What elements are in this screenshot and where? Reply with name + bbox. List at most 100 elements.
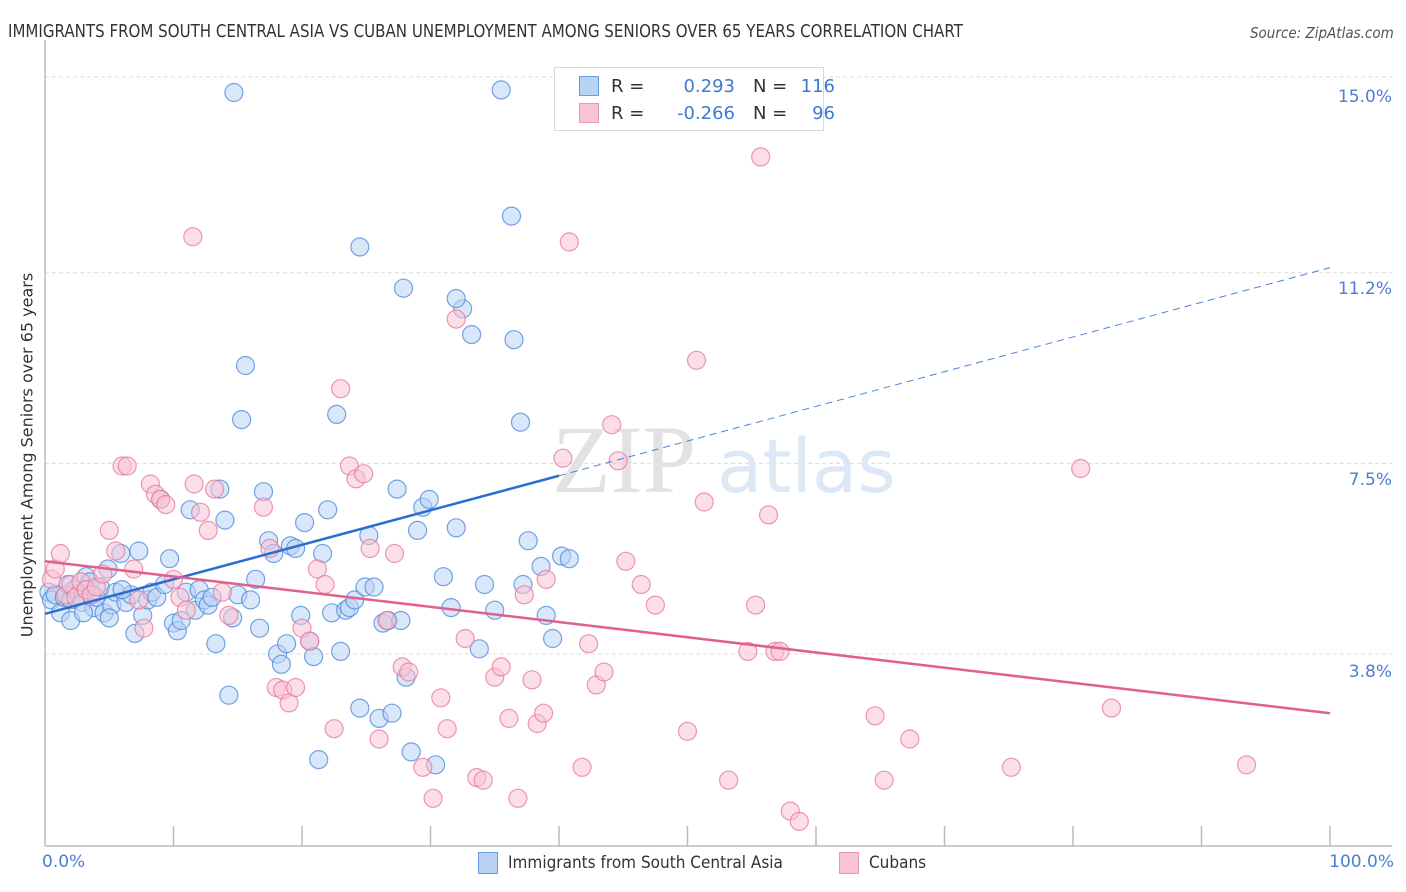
data-point bbox=[491, 80, 511, 100]
legend-label: Immigrants from South Central Asia bbox=[508, 853, 783, 873]
y-axis-label: Unemployment Among Seniors over 65 years bbox=[17, 272, 37, 638]
data-point bbox=[331, 641, 351, 662]
correlation-legend: R = 0.293 N = 116 R = -0.266 N = 96 bbox=[554, 67, 835, 131]
data-point bbox=[117, 456, 137, 476]
data-point bbox=[900, 729, 920, 749]
data-point bbox=[212, 582, 232, 602]
watermark-atlas: atlas bbox=[717, 424, 896, 510]
data-point bbox=[770, 641, 790, 662]
data-point bbox=[300, 631, 320, 651]
data-point bbox=[184, 474, 204, 494]
data-point bbox=[694, 492, 714, 512]
data-point bbox=[508, 788, 528, 808]
trend-lines bbox=[44, 267, 1331, 715]
chart-title: IMMIGRANTS FROM SOUTH CENTRAL ASIA VS CU… bbox=[8, 22, 963, 42]
legend-r-value: -0.266 bbox=[676, 102, 735, 124]
data-point bbox=[616, 551, 636, 571]
data-point bbox=[350, 698, 370, 718]
data-point bbox=[129, 541, 149, 561]
data-point bbox=[393, 278, 414, 298]
data-point bbox=[491, 657, 511, 677]
legend-r-value: 0.293 bbox=[683, 75, 735, 97]
data-point bbox=[462, 325, 482, 345]
y-tick-label: 11.2% bbox=[1337, 279, 1392, 299]
data-point bbox=[602, 415, 622, 435]
legend-item-cubans[interactable]: Cubans bbox=[839, 852, 932, 874]
data-point bbox=[315, 574, 335, 595]
data-point bbox=[160, 549, 180, 569]
data-point bbox=[553, 448, 573, 468]
axes bbox=[44, 40, 1392, 847]
data-point bbox=[594, 662, 614, 682]
data-point bbox=[369, 729, 389, 749]
data-point bbox=[608, 451, 628, 471]
data-point bbox=[156, 495, 176, 515]
data-point bbox=[510, 412, 531, 432]
trend-line-extension bbox=[558, 267, 1331, 477]
data-point bbox=[559, 549, 579, 569]
data-point bbox=[1071, 458, 1091, 479]
data-point bbox=[99, 520, 119, 541]
data-point bbox=[241, 590, 261, 610]
data-point bbox=[738, 641, 758, 662]
data-point bbox=[751, 147, 771, 167]
legend-row-south-central-asia: R = 0.293 N = 116 bbox=[579, 74, 835, 98]
data-point bbox=[645, 595, 666, 615]
data-point bbox=[324, 719, 344, 739]
data-point bbox=[377, 610, 397, 631]
data-point bbox=[271, 654, 291, 674]
data-point bbox=[286, 677, 306, 698]
data-point bbox=[433, 567, 453, 587]
data-point bbox=[408, 520, 428, 541]
data-point bbox=[474, 574, 495, 595]
data-point bbox=[277, 634, 297, 654]
legend-item-south-central-asia[interactable]: Immigrants from South Central Asia bbox=[478, 852, 813, 874]
data-point bbox=[350, 237, 370, 257]
data-point bbox=[423, 788, 443, 808]
legend-r-key: R = bbox=[611, 75, 645, 97]
data-point bbox=[224, 82, 244, 103]
data-point bbox=[1236, 755, 1257, 775]
data-point bbox=[124, 559, 144, 579]
series-legend: Immigrants from South Central Asia Cuban… bbox=[478, 852, 959, 874]
data-point bbox=[469, 639, 489, 659]
data-point bbox=[419, 489, 439, 509]
data-point bbox=[686, 350, 707, 370]
legend-swatch-pink bbox=[579, 103, 599, 123]
data-point bbox=[631, 574, 651, 595]
data-point bbox=[446, 518, 466, 538]
data-point bbox=[559, 232, 579, 252]
data-point bbox=[536, 569, 556, 589]
source-label: Source: ZipAtlas.com bbox=[1250, 24, 1394, 42]
data-point bbox=[253, 497, 274, 517]
data-point bbox=[789, 811, 809, 832]
y-tick-label: 15.0% bbox=[1337, 87, 1392, 107]
data-point bbox=[758, 505, 779, 525]
x-tick-label-max: 100.0% bbox=[1329, 852, 1394, 872]
data-point bbox=[331, 379, 351, 399]
data-point bbox=[360, 538, 380, 559]
data-point bbox=[399, 662, 419, 682]
data-point bbox=[382, 703, 402, 723]
data-point bbox=[514, 585, 534, 605]
data-point bbox=[215, 510, 235, 530]
data-point bbox=[134, 618, 154, 638]
data-point bbox=[874, 770, 894, 790]
legend-n-key: N = bbox=[753, 75, 788, 97]
data-point bbox=[499, 708, 519, 729]
data-point bbox=[501, 206, 522, 226]
data-point bbox=[354, 464, 374, 484]
data-point bbox=[183, 227, 203, 247]
data-point bbox=[455, 628, 475, 649]
data-point bbox=[327, 404, 347, 424]
legend-n-value: 116 bbox=[800, 75, 835, 97]
legend-label: Cubans bbox=[869, 853, 927, 873]
data-point bbox=[437, 719, 457, 739]
legend-n-key: N = bbox=[753, 102, 788, 124]
data-points bbox=[39, 80, 1257, 832]
data-point bbox=[572, 757, 592, 777]
data-point bbox=[129, 590, 149, 610]
data-point bbox=[485, 600, 505, 620]
trend-line-south-central-asia bbox=[44, 474, 560, 616]
data-point bbox=[542, 628, 563, 649]
